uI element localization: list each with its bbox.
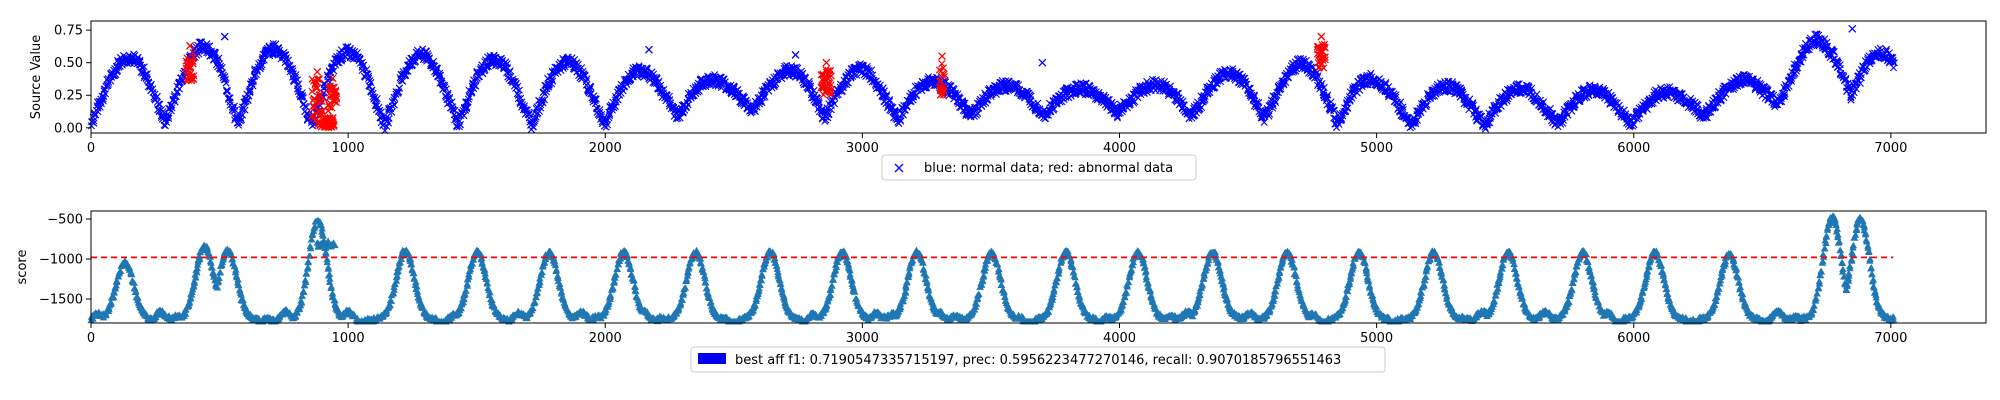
x-tick-label: 2000 xyxy=(589,141,622,156)
x-tick-label: 7000 xyxy=(1874,141,1907,156)
score-data-points xyxy=(87,212,1898,325)
top-x-axis: 0 1000 2000 3000 4000 5000 6000 7000 xyxy=(87,133,1907,156)
top-legend-label: blue: normal data; red: abnormal data xyxy=(924,161,1173,176)
x-tick-label: 5000 xyxy=(1360,331,1393,346)
data-point xyxy=(328,74,337,83)
top-axes-frame xyxy=(90,20,1987,134)
bottom-x-axis: 0 1000 2000 3000 4000 5000 6000 7000 xyxy=(87,323,1907,346)
x-tick-label: 1000 xyxy=(332,141,365,156)
x-tick-label: 1000 xyxy=(332,331,365,346)
x-tick-label: 7000 xyxy=(1874,331,1907,346)
x-tick-label: 0 xyxy=(87,141,95,156)
data-point xyxy=(313,67,322,76)
data-point xyxy=(644,45,653,54)
abnormal-segment xyxy=(1313,32,1329,72)
y-tick-label: 0.75 xyxy=(54,24,83,39)
bottom-legend-swatch xyxy=(698,353,726,364)
x-tick-label: 3000 xyxy=(846,141,879,156)
data-point xyxy=(822,58,831,67)
bottom-legend: best aff f1: 0.7190547335715197, prec: 0… xyxy=(690,346,1386,373)
bottom-legend-box xyxy=(690,346,1386,373)
bottom-y-axis: −1500 −1000 −500 xyxy=(39,213,91,308)
bottom-y-axis-label: score xyxy=(15,250,30,285)
top-legend-box xyxy=(881,154,1197,181)
data-point xyxy=(938,52,947,61)
bottom-panel: 0 1000 2000 3000 4000 5000 6000 7000 −1500 −1000… xyxy=(15,210,1987,373)
abnormal-segment xyxy=(325,74,341,112)
y-tick-label: 0.25 xyxy=(54,89,83,104)
top-scatter-marks xyxy=(87,24,1898,135)
bottom-legend-label: best aff f1: 0.7190547335715197, prec: 0… xyxy=(735,353,1341,368)
data-point xyxy=(1848,24,1857,33)
abnormal-data-points xyxy=(318,113,338,132)
top-panel: 0 1000 2000 3000 4000 5000 6000 7000 0.000.250.… xyxy=(29,20,1987,181)
data-point xyxy=(791,50,800,59)
y-tick-label: −500 xyxy=(47,213,83,228)
data-point xyxy=(220,32,229,41)
abnormal-data-points xyxy=(817,65,835,99)
data-point xyxy=(894,163,904,173)
abnormal-data-points xyxy=(935,60,948,99)
data-point xyxy=(1317,32,1326,41)
data-point xyxy=(186,41,194,50)
abnormal-data-points xyxy=(182,49,198,85)
data-point xyxy=(1038,58,1047,67)
x-tick-label: 5000 xyxy=(1360,141,1393,156)
x-tick-label: 3000 xyxy=(846,331,879,346)
abnormal-segment xyxy=(935,52,948,99)
normal-data-points xyxy=(87,30,1898,135)
y-tick-label: −1000 xyxy=(39,253,83,268)
abnormal-data-points xyxy=(1313,40,1329,72)
x-tick-label: 4000 xyxy=(1103,141,1136,156)
y-tick-label: −1500 xyxy=(39,293,83,308)
x-tick-label: 6000 xyxy=(1617,331,1650,346)
abnormal-data-points xyxy=(325,82,341,112)
top-y-axis-label: Source Value xyxy=(29,35,44,119)
x-tick-label: 0 xyxy=(87,331,95,346)
x-tick-label: 6000 xyxy=(1617,141,1650,156)
y-tick-label: 0.50 xyxy=(54,56,83,71)
x-tick-label: 4000 xyxy=(1103,331,1136,346)
top-y-axis: 0.00 0.25 0.50 0.75 xyxy=(54,24,91,136)
abnormal-segment xyxy=(817,58,835,99)
top-legend: blue: normal data; red: abnormal data xyxy=(881,154,1197,181)
bottom-scatter-marks xyxy=(87,212,1898,325)
x-tick-label: 2000 xyxy=(589,331,622,346)
y-tick-label: 0.00 xyxy=(54,121,83,136)
bottom-axes-frame xyxy=(90,210,1987,324)
top-legend-marker-x xyxy=(894,163,904,173)
abnormal-segment xyxy=(182,41,198,85)
